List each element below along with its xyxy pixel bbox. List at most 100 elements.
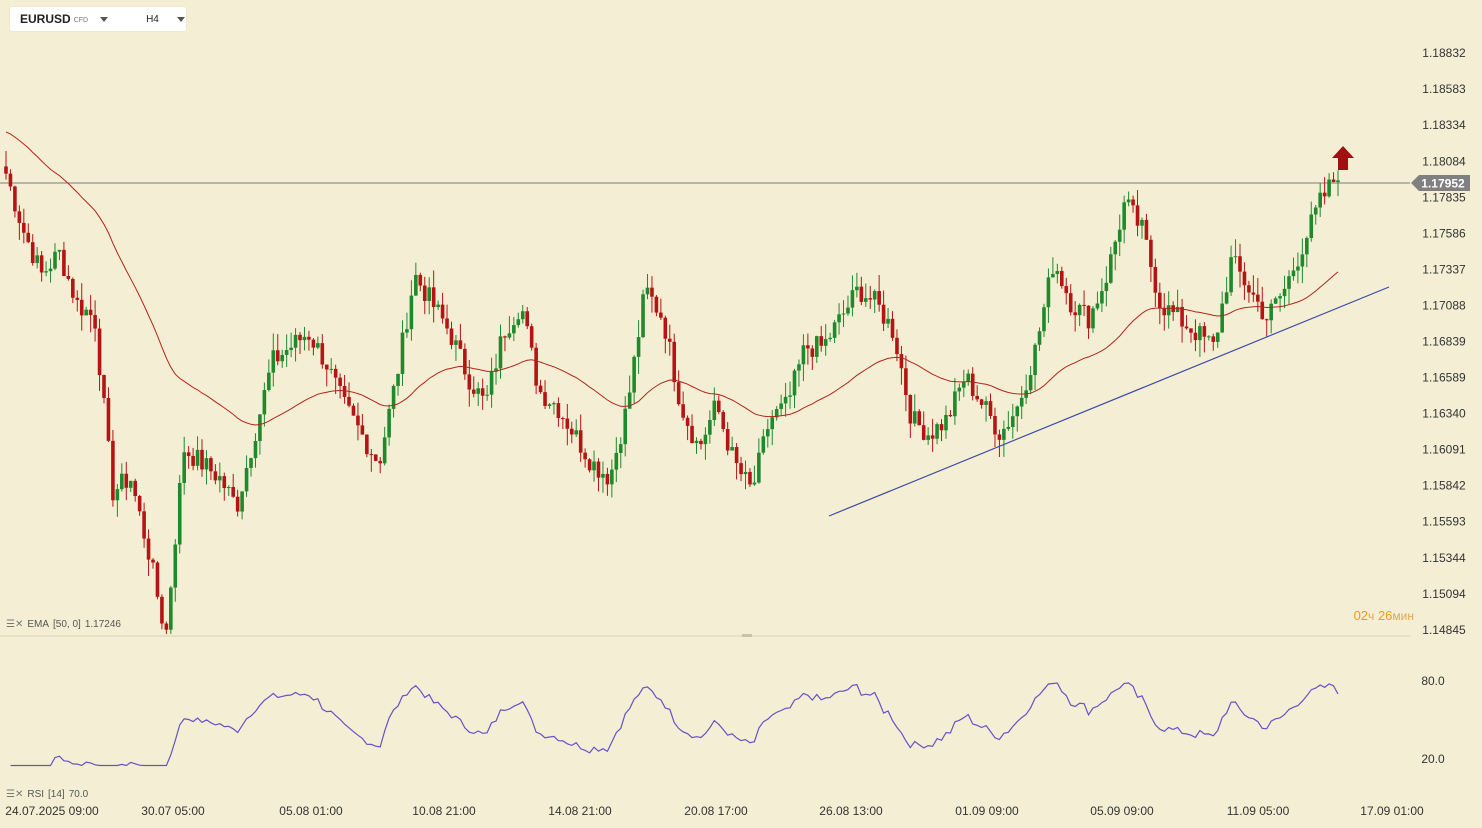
y-tick-label: 1.16340 (1422, 407, 1466, 421)
candle-body (120, 473, 124, 490)
candle (298, 331, 302, 355)
candle (1300, 238, 1305, 284)
candle-body (88, 309, 93, 316)
candle (1287, 270, 1291, 305)
trend-line[interactable] (828, 286, 1390, 517)
candle-body (1331, 179, 1336, 183)
candle-body (699, 440, 703, 445)
candle-body (837, 314, 841, 323)
candle (1109, 246, 1113, 284)
candle-body (645, 287, 650, 295)
candle-body (939, 424, 944, 431)
candle-body (97, 328, 102, 376)
x-tick-label: 17.09 01:00 (1360, 804, 1424, 818)
candle (102, 374, 106, 404)
candle-body (4, 166, 8, 174)
pane-resize-handle[interactable] (742, 634, 752, 637)
candle (1059, 266, 1064, 289)
candle-body (53, 251, 57, 269)
candle-body (512, 325, 516, 334)
candle (271, 333, 276, 387)
candle-body (761, 436, 766, 453)
candle-body (1300, 254, 1305, 267)
candle-body (757, 452, 761, 483)
candle-body (1140, 219, 1144, 226)
candle-body (1336, 180, 1340, 183)
candle (908, 394, 913, 439)
candle (1162, 293, 1167, 331)
candle-body (690, 425, 694, 444)
candle-body (708, 420, 712, 435)
symbol-name[interactable]: EURUSD (20, 12, 71, 26)
rsi-legend[interactable]: ☰✕ RSI [14] 70.0 (6, 789, 88, 800)
candle-body (641, 294, 645, 338)
candle-body (1322, 192, 1327, 197)
candle-body (1247, 285, 1251, 293)
candle (115, 483, 120, 517)
candle-body (765, 429, 770, 437)
candle-body (209, 458, 213, 472)
timeframe-dropdown-icon[interactable] (176, 16, 185, 22)
candle-body (565, 418, 570, 429)
timeframe-select[interactable]: H4 (146, 13, 159, 25)
time-axis[interactable]: 24.07.2025 09:00 30.07 05:00 05.08 01:00 10… (5, 804, 1424, 818)
candle (930, 418, 935, 452)
candle (151, 558, 155, 569)
candle-body (1291, 270, 1296, 277)
candle-body (1162, 307, 1167, 316)
candle (810, 345, 815, 371)
candle (356, 402, 360, 441)
price-axis[interactable]: 1.18832 1.18583 1.18334 1.18084 1.17835 1.175… (1422, 46, 1466, 637)
candle (1068, 284, 1073, 316)
candle (320, 334, 325, 369)
indicator-settings-icon[interactable]: ☰✕ (6, 789, 24, 800)
candle-body (881, 304, 886, 324)
x-tick-label: 10.08 21:00 (412, 804, 476, 818)
ema-legend[interactable]: ☰✕ EMA [50, 0] 1.17246 (6, 619, 121, 630)
candle (863, 283, 868, 307)
candle (520, 304, 525, 324)
candle (774, 406, 779, 421)
countdown-hours: 02 (1353, 608, 1369, 623)
current-price-tag: 1.17952 (1411, 175, 1470, 191)
candle (351, 403, 356, 416)
candle-body (320, 343, 325, 365)
candle-body (307, 336, 311, 340)
symbol-dropdown-icon[interactable] (100, 16, 109, 22)
candle-body (547, 404, 552, 406)
candle (360, 413, 365, 435)
candle-body (1082, 304, 1086, 306)
candle (329, 358, 334, 374)
candle (133, 478, 137, 502)
candle (235, 489, 240, 517)
candle (35, 246, 39, 269)
candle (636, 320, 641, 374)
candle-body (351, 405, 356, 416)
candle (280, 349, 285, 368)
candle (1198, 322, 1202, 357)
candle (311, 338, 316, 356)
candle (1171, 301, 1175, 321)
candle-body (623, 408, 628, 445)
candle-body (115, 489, 120, 501)
candle-body (605, 473, 610, 485)
candle (111, 429, 115, 507)
candle (44, 261, 48, 277)
y-tick-label: 1.15344 (1422, 551, 1466, 565)
candle-body (1149, 239, 1153, 267)
candle (382, 426, 387, 466)
candle-body (703, 434, 708, 445)
candle-body (106, 397, 111, 441)
candle (1082, 290, 1086, 317)
candle (253, 433, 258, 468)
candle-body (204, 458, 209, 470)
candle (623, 396, 628, 457)
candle (1184, 315, 1189, 330)
indicator-settings-icon[interactable]: ☰✕ (6, 619, 24, 630)
candle-body (1073, 312, 1077, 316)
candle (155, 561, 160, 600)
candle (445, 304, 449, 335)
candle-body (365, 434, 369, 455)
candle (788, 381, 792, 409)
